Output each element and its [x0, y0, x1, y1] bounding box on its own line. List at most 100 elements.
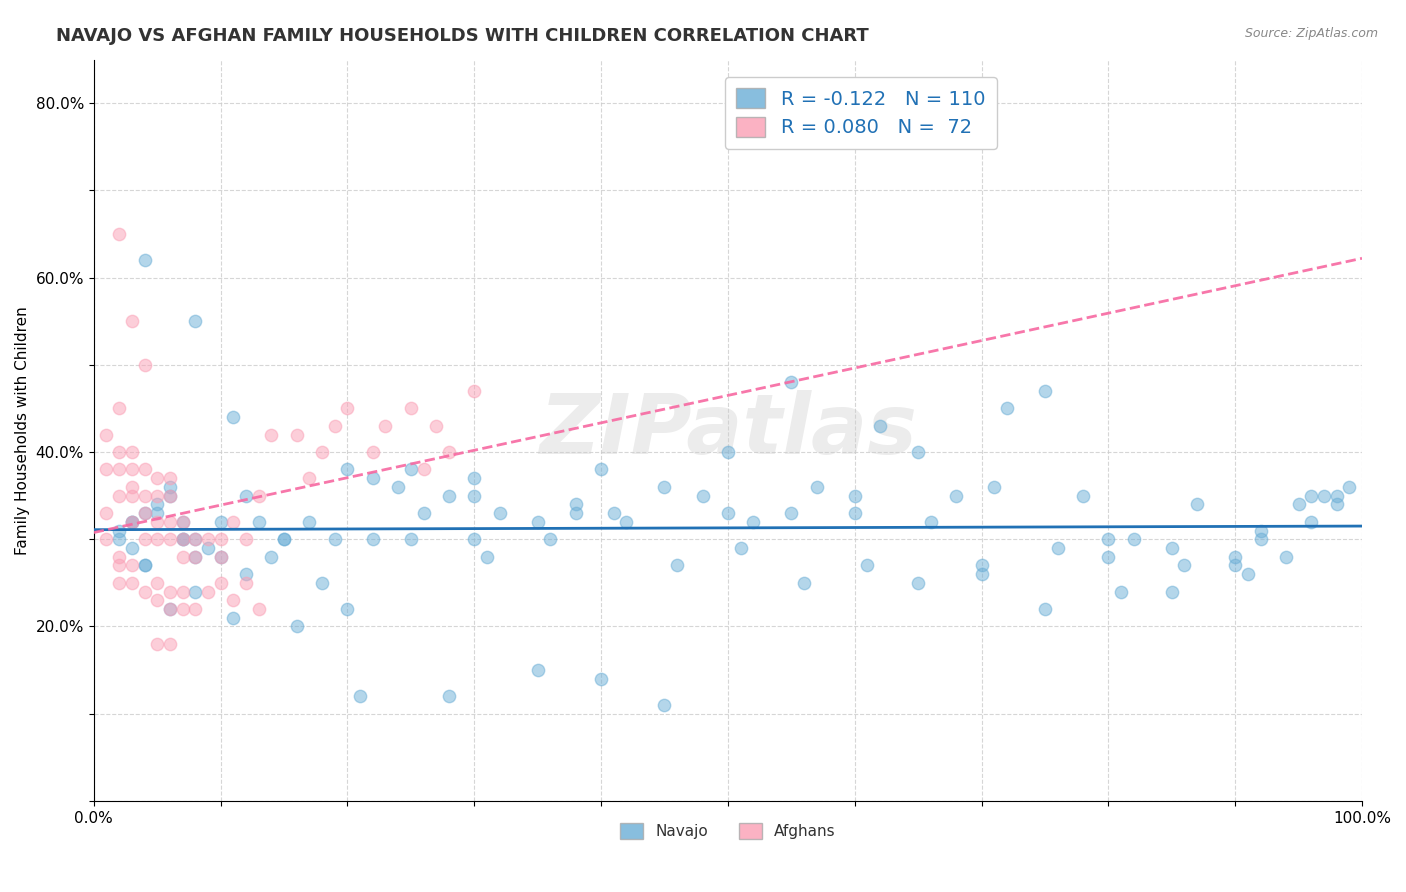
Point: [172, 549, 194, 564]
Point: [172, 515, 194, 529]
Point: [121, 314, 143, 328]
Point: [285, 619, 308, 633]
Point: [437, 489, 460, 503]
Point: [222, 515, 245, 529]
Point: [323, 418, 346, 433]
Point: [146, 637, 169, 651]
Point: [108, 533, 131, 547]
Point: [209, 549, 232, 564]
Point: [780, 506, 803, 520]
Point: [159, 480, 181, 494]
Point: [437, 445, 460, 459]
Point: [742, 515, 765, 529]
Point: [146, 497, 169, 511]
Point: [184, 602, 207, 616]
Point: [1173, 558, 1195, 573]
Point: [298, 515, 321, 529]
Point: [172, 533, 194, 547]
Point: [159, 584, 181, 599]
Point: [780, 376, 803, 390]
Point: [235, 567, 257, 582]
Point: [983, 480, 1005, 494]
Point: [1185, 497, 1208, 511]
Point: [209, 533, 232, 547]
Point: [1326, 489, 1348, 503]
Point: [121, 489, 143, 503]
Point: [146, 533, 169, 547]
Point: [1313, 489, 1336, 503]
Point: [146, 506, 169, 520]
Point: [361, 445, 384, 459]
Point: [209, 549, 232, 564]
Point: [108, 445, 131, 459]
Point: [1288, 497, 1310, 511]
Point: [121, 515, 143, 529]
Point: [172, 602, 194, 616]
Point: [159, 515, 181, 529]
Point: [209, 515, 232, 529]
Point: [336, 401, 359, 416]
Point: [869, 418, 891, 433]
Point: [1326, 497, 1348, 511]
Point: [311, 445, 333, 459]
Point: [222, 611, 245, 625]
Point: [1225, 558, 1247, 573]
Point: [387, 480, 409, 494]
Point: [945, 489, 967, 503]
Point: [1250, 524, 1272, 538]
Point: [159, 489, 181, 503]
Point: [1160, 541, 1182, 555]
Point: [311, 575, 333, 590]
Point: [134, 558, 156, 573]
Point: [159, 602, 181, 616]
Point: [184, 533, 207, 547]
Point: [1097, 533, 1119, 547]
Point: [463, 489, 485, 503]
Point: [235, 533, 257, 547]
Point: [121, 480, 143, 494]
Point: [616, 515, 638, 529]
Point: [1301, 489, 1323, 503]
Point: [134, 533, 156, 547]
Point: [121, 541, 143, 555]
Point: [717, 445, 740, 459]
Point: [1109, 584, 1132, 599]
Point: [108, 489, 131, 503]
Point: [730, 541, 752, 555]
Point: [1071, 489, 1094, 503]
Point: [146, 489, 169, 503]
Point: [844, 489, 866, 503]
Point: [793, 575, 815, 590]
Point: [222, 593, 245, 607]
Point: [399, 462, 422, 476]
Point: [134, 506, 156, 520]
Point: [96, 506, 118, 520]
Point: [184, 584, 207, 599]
Point: [526, 663, 548, 677]
Point: [96, 533, 118, 547]
Point: [146, 471, 169, 485]
Point: [717, 506, 740, 520]
Point: [463, 384, 485, 398]
Point: [970, 567, 993, 582]
Point: [1237, 567, 1260, 582]
Point: [159, 471, 181, 485]
Point: [1301, 515, 1323, 529]
Point: [134, 506, 156, 520]
Point: [121, 515, 143, 529]
Point: [108, 524, 131, 538]
Point: [184, 533, 207, 547]
Point: [159, 602, 181, 616]
Point: [96, 462, 118, 476]
Point: [184, 314, 207, 328]
Point: [273, 533, 295, 547]
Point: [526, 515, 548, 529]
Point: [159, 533, 181, 547]
Point: [654, 480, 676, 494]
Legend: Navajo, Afghans: Navajo, Afghans: [614, 817, 842, 845]
Point: [692, 489, 714, 503]
Text: NAVAJO VS AFGHAN FAMILY HOUSEHOLDS WITH CHILDREN CORRELATION CHART: NAVAJO VS AFGHAN FAMILY HOUSEHOLDS WITH …: [56, 27, 869, 45]
Point: [285, 427, 308, 442]
Point: [273, 533, 295, 547]
Point: [197, 533, 219, 547]
